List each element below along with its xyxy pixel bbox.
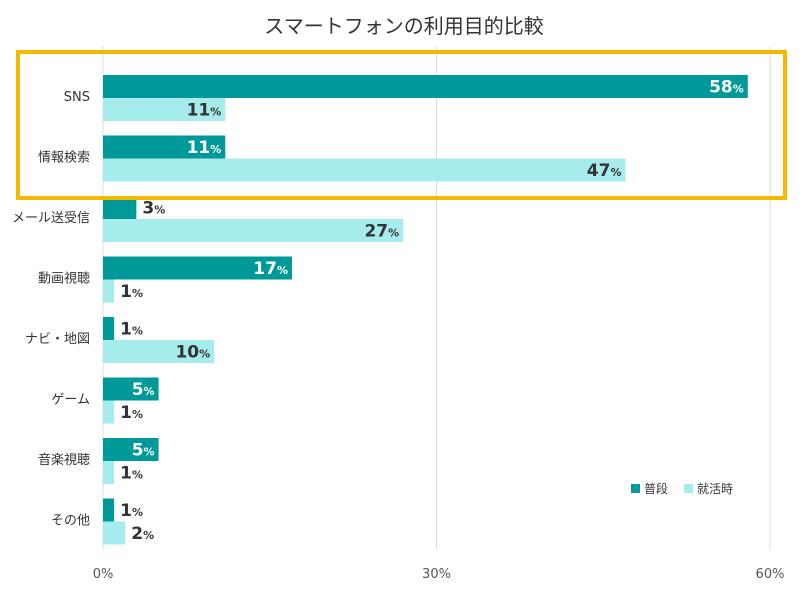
bar [103, 279, 115, 303]
data-label: 1% [120, 403, 143, 423]
bar [103, 340, 215, 363]
data-label: 11% [187, 138, 222, 158]
x-tick-label: 30% [422, 567, 451, 582]
x-axis-ticks: 0% 30% 60% [93, 567, 785, 582]
data-label: 10% [175, 343, 210, 363]
x-tick-label: 60% [756, 567, 785, 582]
bar [103, 219, 404, 242]
data-label: 1% [120, 320, 143, 340]
data-label: 2% [131, 524, 154, 544]
category-label: ナビ・地図 [25, 332, 90, 347]
highlight-box [16, 50, 787, 200]
bar [103, 256, 292, 280]
bar [103, 135, 226, 159]
legend-swatch [631, 484, 640, 493]
bar [103, 75, 748, 98]
bar [103, 438, 159, 461]
category-label: 動画視聴 [38, 272, 90, 287]
legend-swatch [684, 484, 693, 493]
data-label: 1% [120, 282, 143, 302]
category-label: メール送受信 [12, 211, 90, 226]
category-label: 情報検索 [38, 151, 90, 166]
x-tick-label: 0% [93, 567, 114, 582]
bars [103, 75, 748, 545]
data-label: 1% [120, 501, 143, 521]
data-label: 5% [132, 380, 155, 400]
data-label: 58% [709, 78, 744, 98]
legend-label: 就活時 [697, 482, 733, 496]
bar [103, 377, 159, 401]
bar [103, 98, 226, 121]
data-label: 3% [142, 199, 165, 219]
category-label: SNS [64, 90, 90, 105]
data-label: 47% [587, 161, 622, 181]
bar [103, 400, 115, 424]
gridlines [102, 46, 771, 550]
data-label: 27% [364, 222, 399, 242]
highlight-rect [16, 50, 787, 200]
category-label: 音楽視聴 [38, 452, 90, 468]
data-label: 11% [187, 101, 222, 121]
data-label: 17% [253, 259, 288, 279]
category-label: その他 [51, 514, 90, 529]
bar [103, 498, 115, 522]
bar [103, 461, 115, 484]
category-label: ゲーム [51, 393, 90, 408]
legend: 普段 就活時 [631, 481, 733, 496]
chart-title: スマートフォンの利用目的比較 [264, 14, 543, 38]
bar [103, 196, 137, 219]
bar [103, 317, 115, 340]
legend-label: 普段 [644, 481, 668, 496]
bar [103, 521, 126, 545]
bar [103, 158, 626, 182]
data-labels: 58% 11% 11% 47% 3% 27% 17% 1% 1% 10% 5% 1% 5% 1% 1% 2% [120, 78, 744, 545]
data-label: 1% [120, 464, 143, 484]
data-label: 5% [132, 441, 155, 461]
